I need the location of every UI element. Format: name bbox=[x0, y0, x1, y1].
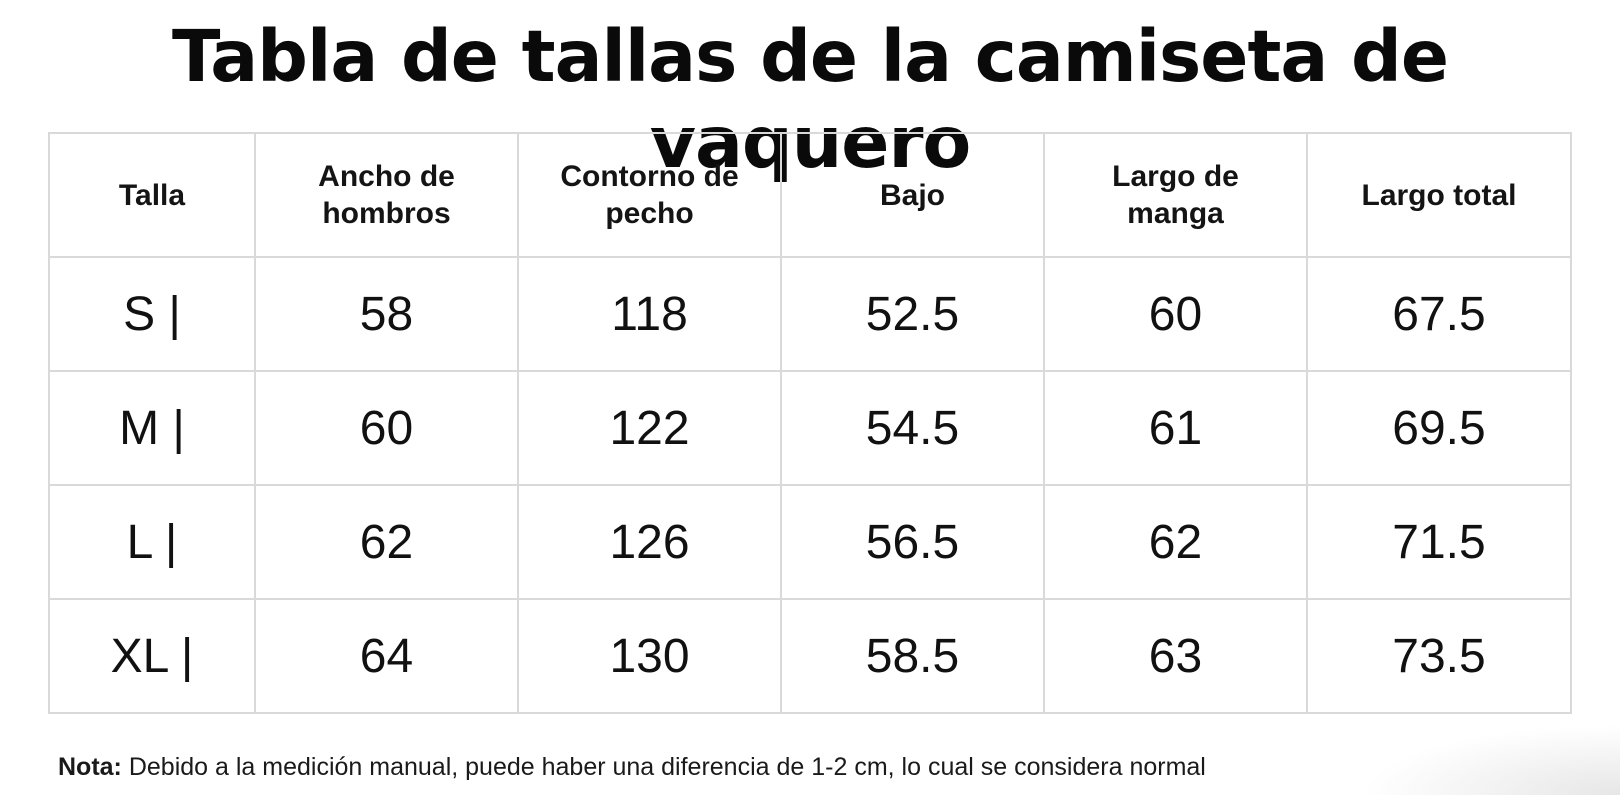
table-cell: 60 bbox=[1043, 256, 1308, 372]
column-header-label: Talla bbox=[118, 178, 186, 212]
size-cell: M | bbox=[48, 370, 256, 486]
table-cell: 60 bbox=[254, 370, 519, 486]
table-cell: 63 bbox=[1043, 598, 1308, 714]
table-cell: 58 bbox=[254, 256, 519, 372]
table-cell: 126 bbox=[517, 484, 782, 600]
table-cell: 61 bbox=[1043, 370, 1308, 486]
table-cell: 56.5 bbox=[780, 484, 1045, 600]
table-header-row: Talla Ancho de hombros Contorno de pecho… bbox=[48, 132, 1572, 258]
column-header-label: Largo de manga bbox=[1112, 160, 1239, 230]
table-row: L | 62 126 56.5 62 71.5 bbox=[48, 484, 1572, 600]
table-cell: 62 bbox=[1043, 484, 1308, 600]
column-header-hem: Bajo bbox=[780, 132, 1045, 258]
column-header-total-length: Largo total bbox=[1306, 132, 1572, 258]
table-cell: 67.5 bbox=[1306, 256, 1572, 372]
column-header-label: Bajo bbox=[879, 178, 945, 212]
table-cell: 62 bbox=[254, 484, 519, 600]
table-row: S | 58 118 52.5 60 67.5 bbox=[48, 256, 1572, 372]
measurement-note: Nota: Debido a la medición manual, puede… bbox=[58, 753, 1206, 782]
table-cell: 73.5 bbox=[1306, 598, 1572, 714]
table-cell: 130 bbox=[517, 598, 782, 714]
column-header-chest: Contorno de pecho bbox=[517, 132, 782, 258]
note-text: Debido a la medición manual, puede haber… bbox=[121, 753, 1206, 781]
table-cell: 54.5 bbox=[780, 370, 1045, 486]
table-cell: 122 bbox=[517, 370, 782, 486]
corner-shadow bbox=[1360, 725, 1620, 795]
table-cell: 58.5 bbox=[780, 598, 1045, 714]
note-label: Nota: bbox=[58, 753, 122, 781]
table-cell: 64 bbox=[254, 598, 519, 714]
table-cell: 71.5 bbox=[1306, 484, 1572, 600]
table-cell: 69.5 bbox=[1306, 370, 1572, 486]
table-cell: 52.5 bbox=[780, 256, 1045, 372]
column-header-label: Largo total bbox=[1361, 178, 1517, 212]
column-header-sleeve-length: Largo de manga bbox=[1043, 132, 1308, 258]
column-header-label: Contorno de pecho bbox=[560, 160, 739, 230]
table-row: XL | 64 130 58.5 63 73.5 bbox=[48, 598, 1572, 714]
size-cell: XL | bbox=[48, 598, 256, 714]
size-cell: L | bbox=[48, 484, 256, 600]
table-row: M | 60 122 54.5 61 69.5 bbox=[48, 370, 1572, 486]
column-header-shoulder-width: Ancho de hombros bbox=[254, 132, 519, 258]
size-chart-table: Talla Ancho de hombros Contorno de pecho… bbox=[48, 132, 1572, 714]
table-cell: 118 bbox=[517, 256, 782, 372]
column-header-label: Ancho de hombros bbox=[318, 160, 455, 230]
size-cell: S | bbox=[48, 256, 256, 372]
column-header-size: Talla bbox=[48, 132, 256, 258]
